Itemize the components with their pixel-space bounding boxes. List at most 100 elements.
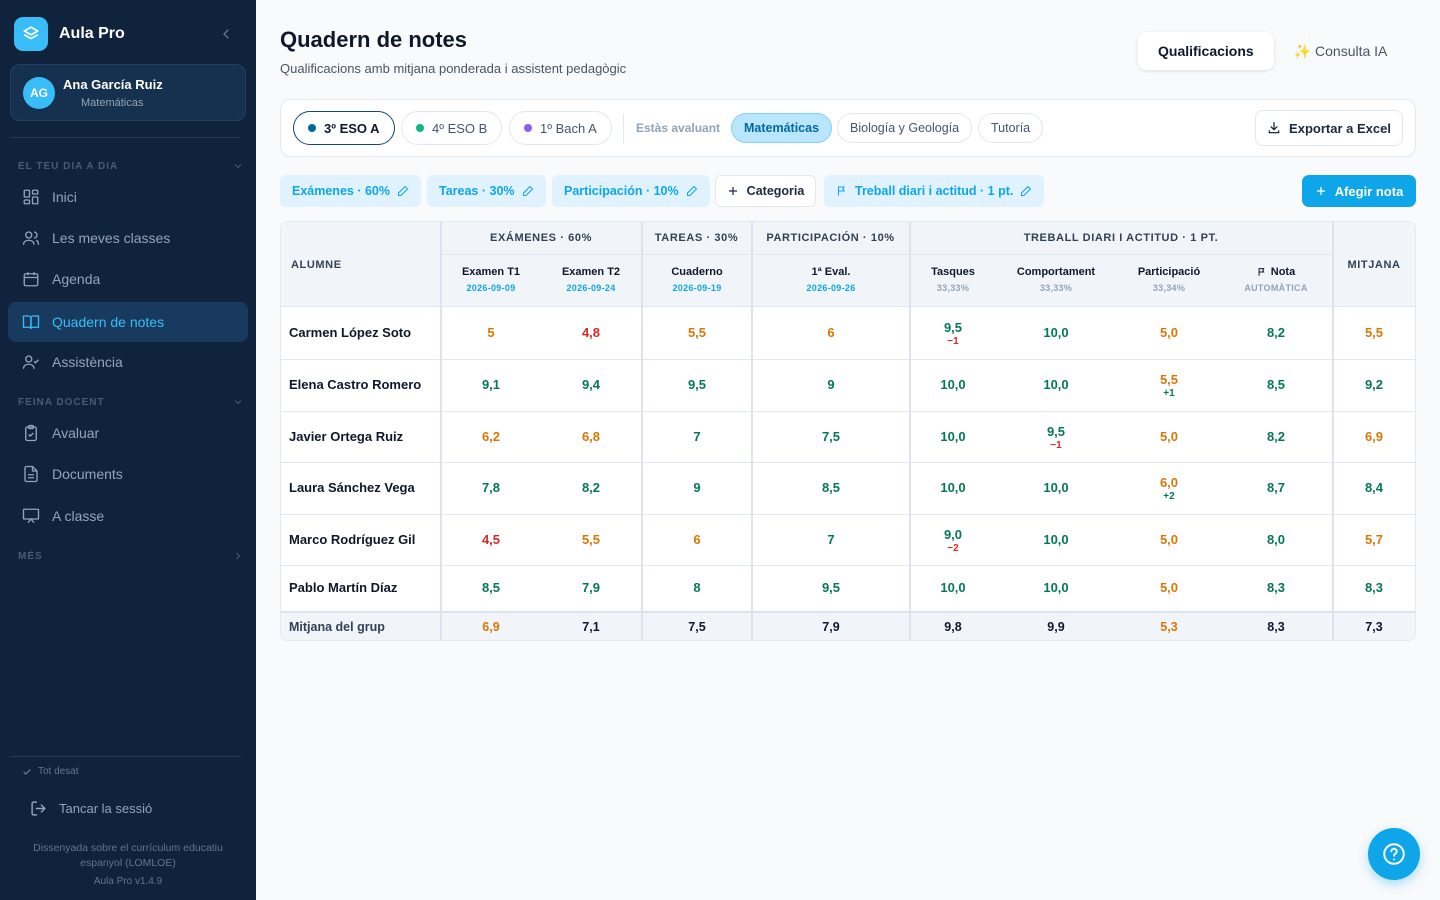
group-pill-3eso-a[interactable]: 3º ESO A: [293, 111, 395, 145]
grade-cell[interactable]: 8,2: [581, 480, 601, 495]
grade-cell[interactable]: 5,0: [1159, 531, 1179, 547]
grade-cell[interactable]: 8,2: [1266, 428, 1286, 444]
student-name[interactable]: Marco Rodríguez Gil: [289, 531, 416, 547]
grade-cell[interactable]: 9: [827, 377, 835, 392]
sidebar-item-classes[interactable]: Les meves classes: [8, 218, 248, 258]
grade-cell[interactable]: 5: [487, 325, 495, 340]
column-header-title[interactable]: Tasques: [931, 266, 975, 278]
grade-cell[interactable]: 9,5: [687, 377, 707, 392]
help-button[interactable]: [1368, 828, 1420, 880]
grade-cell[interactable]: 8,7: [1266, 480, 1286, 495]
grade-cell[interactable]: 10,0: [940, 480, 966, 495]
logout-label: Tancar la sessió: [59, 801, 153, 816]
grade-cell[interactable]: 4,8: [581, 325, 601, 340]
avatar: AG: [23, 77, 55, 109]
grade-cell[interactable]: 10,0: [940, 580, 966, 595]
grade-cell[interactable]: 6: [827, 325, 835, 340]
grade-cell[interactable]: 8,3: [1266, 580, 1286, 595]
group-dot: [524, 124, 532, 132]
grade-cell[interactable]: 7,8: [481, 480, 501, 495]
grade-cell[interactable]: 7,9: [581, 580, 601, 595]
group-pill-4eso-b[interactable]: 4º ESO B: [401, 111, 503, 145]
student-name[interactable]: Javier Ortega Ruiz: [289, 428, 404, 444]
grade-cell[interactable]: 8,5: [481, 580, 501, 595]
tab-grades[interactable]: Qualificacions: [1138, 32, 1274, 70]
grade-cell[interactable]: 5,5: [687, 325, 707, 340]
grade-cell[interactable]: 9,0: [943, 526, 963, 542]
grade-cell[interactable]: 6: [693, 531, 701, 547]
grade-cell[interactable]: 7: [827, 531, 835, 547]
student-name[interactable]: Carmen López Soto: [289, 325, 412, 340]
grade-cell[interactable]: 10,0: [1043, 480, 1069, 495]
grade-cell[interactable]: 8,0: [1266, 531, 1286, 547]
average-column-header[interactable]: MITJANA: [1347, 259, 1401, 271]
section-day[interactable]: EL TEU DIA A DIA: [18, 160, 244, 172]
add-note-button[interactable]: Afegir nota: [1302, 175, 1416, 207]
subject-chip-biologia[interactable]: Biología y Geología: [837, 113, 973, 143]
group-pill-1bach-a[interactable]: 1º Bach A: [509, 111, 612, 145]
grade-cell[interactable]: 10,0: [1043, 377, 1069, 392]
column-header-title[interactable]: Examen T1: [461, 266, 521, 278]
category-participacion[interactable]: Participación · 10%: [552, 175, 710, 207]
grade-cell[interactable]: 9,5: [821, 580, 841, 595]
category-tareas[interactable]: Tareas · 30%: [427, 175, 546, 207]
column-header-nota[interactable]: Nota: [1226, 266, 1326, 278]
collapse-sidebar-icon[interactable]: [218, 26, 234, 42]
category-examenes[interactable]: Exámenes · 60%: [280, 175, 421, 207]
grade-cell[interactable]: 10,0: [1043, 325, 1069, 340]
sidebar-item-gradebook[interactable]: Quadern de notes: [8, 302, 248, 342]
grade-cell[interactable]: 10,0: [940, 377, 966, 392]
add-category-button[interactable]: Categoria: [715, 175, 816, 207]
grade-cell[interactable]: 6,8: [581, 428, 601, 444]
grade-cell[interactable]: 6,2: [481, 428, 501, 444]
sidebar-item-classroom[interactable]: A classe: [8, 496, 248, 536]
grade-cell[interactable]: 5,0: [1159, 325, 1179, 340]
grade-cell[interactable]: 9: [693, 480, 701, 495]
brand[interactable]: Aula Pro: [14, 17, 125, 51]
sidebar-item-attendance[interactable]: Assistència: [8, 342, 248, 382]
table-header-bg: [281, 222, 1415, 307]
grade-cell[interactable]: 7,5: [821, 428, 841, 444]
grade-cell[interactable]: 8,5: [1266, 377, 1286, 392]
layers-icon: [14, 17, 48, 51]
grade-cell[interactable]: 10,0: [940, 428, 966, 444]
grade-cell[interactable]: 6,0: [1159, 475, 1179, 490]
subject-chip-matematicas[interactable]: Matemáticas: [731, 113, 833, 143]
logout-button[interactable]: Tancar la sessió: [30, 800, 152, 817]
grade-cell[interactable]: 9,4: [581, 377, 601, 392]
column-header-title[interactable]: Participació: [1137, 266, 1201, 278]
grade-cell[interactable]: 9,1: [481, 377, 501, 392]
student-name[interactable]: Pablo Martín Díaz: [289, 580, 398, 595]
student-name[interactable]: Laura Sánchez Vega: [289, 480, 415, 495]
grade-cell[interactable]: 4,5: [481, 531, 501, 547]
grade-cell[interactable]: 5,5: [581, 531, 601, 547]
grade-cell[interactable]: 9,5: [943, 320, 963, 335]
column-header-title[interactable]: Examen T2: [561, 266, 621, 278]
grade-cell[interactable]: 10,0: [1043, 531, 1069, 547]
grade-cell[interactable]: 8: [693, 580, 701, 595]
sidebar-item-evaluate[interactable]: Avaluar: [8, 413, 248, 453]
section-work[interactable]: FEINA DOCENT: [18, 396, 244, 408]
column-header-title[interactable]: Cuaderno: [671, 266, 723, 278]
user-card[interactable]: AG Ana García Ruiz Matemáticas: [10, 64, 246, 121]
grade-cell[interactable]: 7: [693, 428, 701, 444]
grade-cell[interactable]: 5,0: [1159, 428, 1179, 444]
sidebar-item-documents[interactable]: Documents: [8, 454, 248, 494]
column-header-title[interactable]: 1ª Eval.: [811, 266, 851, 278]
grade-cell[interactable]: 5,5: [1159, 372, 1179, 387]
grade-cell[interactable]: 9,5: [1046, 423, 1066, 439]
export-excel-button[interactable]: Exportar a Excel: [1255, 110, 1403, 146]
sidebar-item-agenda[interactable]: Agenda: [8, 259, 248, 299]
grade-cell[interactable]: 5,0: [1159, 580, 1179, 595]
student-name[interactable]: Elena Castro Romero: [289, 377, 422, 392]
grade-cell[interactable]: 8,5: [821, 480, 841, 495]
grade-cell[interactable]: 10,0: [1043, 580, 1069, 595]
student-column-header[interactable]: ALUMNE: [291, 259, 342, 271]
sidebar-item-inici[interactable]: Inici: [8, 177, 248, 217]
column-header-title[interactable]: Comportament: [1016, 266, 1096, 278]
category-daily-work[interactable]: Treball diari i actitud · 1 pt.: [824, 175, 1045, 207]
subject-chip-tutoria[interactable]: Tutoría: [978, 113, 1044, 143]
section-more[interactable]: MÉS: [18, 550, 244, 562]
grade-cell[interactable]: 8,2: [1266, 325, 1286, 340]
tab-ai-consult[interactable]: ✨ Consulta IA: [1293, 42, 1388, 59]
